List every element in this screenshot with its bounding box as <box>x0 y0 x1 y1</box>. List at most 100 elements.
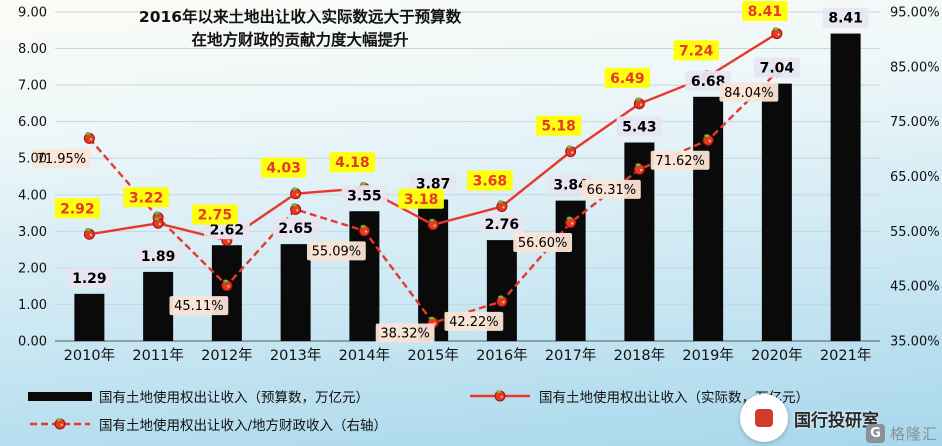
svg-text:55.09%: 55.09% <box>312 245 362 260</box>
watermark-badge: 国行投研室 <box>740 394 879 442</box>
data-label: 1.29 <box>66 267 113 288</box>
data-point-marker <box>771 27 783 40</box>
svg-text:6.49: 6.49 <box>610 71 645 87</box>
data-point-marker <box>221 279 233 292</box>
data-label: 71.95% <box>31 148 91 168</box>
watermark-logo-circle <box>740 394 788 442</box>
data-point-marker <box>290 203 302 215</box>
chart-title-line1: 2016年以来土地出让收入实际数远大于预算数 <box>138 8 462 26</box>
chart-title: 2016年以来土地出让收入实际数远大于预算数 在地方财政的贡献力度大幅提升 <box>80 6 520 53</box>
data-point-marker <box>83 228 95 240</box>
svg-text:1.89: 1.89 <box>141 249 176 265</box>
x-axis-label: 2010年 <box>64 347 115 364</box>
data-label: 3.22 <box>123 187 169 208</box>
legend-label-budget: 国有土地使用权出让收入（预算数，万亿元） <box>99 390 369 406</box>
right-axis-tick: 35.00% <box>890 335 940 350</box>
svg-text:6.68: 6.68 <box>691 74 726 90</box>
data-label: 4.03 <box>260 157 307 178</box>
x-axis-label: 2021年 <box>820 347 871 364</box>
svg-text:2.92: 2.92 <box>60 201 95 217</box>
right-axis-tick: 65.00% <box>890 170 940 185</box>
bar-2010年 <box>74 293 105 341</box>
svg-text:4.03: 4.03 <box>266 161 301 177</box>
data-label: 3.87 <box>410 173 456 194</box>
svg-text:8.41: 8.41 <box>828 11 863 27</box>
data-label: 5.43 <box>616 116 663 137</box>
x-axis-label: 2020年 <box>751 347 802 364</box>
left-axis-tick: 3.00 <box>18 225 47 240</box>
data-point-marker <box>702 134 714 146</box>
svg-text:3.84: 3.84 <box>553 178 588 194</box>
x-axis-label: 2018年 <box>614 347 665 364</box>
svg-text:84.04%: 84.04% <box>724 86 774 101</box>
data-point-marker <box>496 295 508 307</box>
legend-item-actual: 国有土地使用权出让收入（实际数，万亿元） <box>468 386 809 406</box>
svg-text:5.43: 5.43 <box>622 120 657 136</box>
right-axis-tick: 95.00% <box>890 6 940 21</box>
watermark-seal-icon <box>755 409 773 427</box>
x-axis-label: 2014年 <box>339 347 390 364</box>
data-point-marker <box>565 216 577 229</box>
legend-marker-icon <box>494 390 506 402</box>
svg-text:7.24: 7.24 <box>679 43 714 59</box>
left-axis-tick: 9.00 <box>18 6 47 21</box>
x-axis-label: 2019年 <box>682 347 733 364</box>
data-label: 5.18 <box>535 115 582 136</box>
svg-text:71.62%: 71.62% <box>655 154 705 169</box>
svg-text:38.32%: 38.32% <box>380 327 430 342</box>
bar-2021年 <box>830 33 861 341</box>
right-axis-tick: 55.00% <box>890 225 940 240</box>
data-point-marker <box>633 97 645 110</box>
data-point-marker <box>152 217 164 229</box>
data-point-marker <box>496 200 508 212</box>
data-point-marker <box>427 218 439 231</box>
data-label: 42.22% <box>444 311 504 331</box>
data-label: 7.04 <box>754 57 800 78</box>
chart-title-line2: 在地方财政的贡献力度大幅提升 <box>191 31 409 50</box>
data-point-marker <box>633 163 645 175</box>
right-axis-tick: 75.00% <box>890 115 940 130</box>
legend-line-swatch <box>470 390 530 402</box>
left-axis-tick: 4.00 <box>18 188 47 203</box>
legend-item-ratio: 国有土地使用权出让收入/地方财政收入（右轴） <box>28 414 387 434</box>
data-label: 2.75 <box>192 204 238 225</box>
bar-2013年 <box>280 244 311 341</box>
svg-text:4.18: 4.18 <box>335 155 370 171</box>
svg-text:2.75: 2.75 <box>198 208 233 224</box>
gelonghui-g-icon: G <box>865 424 885 443</box>
bar-2019年 <box>693 96 724 341</box>
svg-text:3.87: 3.87 <box>416 177 451 193</box>
left-axis-tick: 2.00 <box>18 261 47 276</box>
x-axis-label: 2017年 <box>545 347 596 364</box>
x-axis-label: 2013年 <box>270 347 321 364</box>
svg-text:2.65: 2.65 <box>278 221 313 237</box>
svg-text:3.22: 3.22 <box>129 190 164 206</box>
data-point-marker <box>290 187 302 200</box>
legend-bar-swatch <box>28 391 92 401</box>
legend-label-actual: 国有土地使用权出让收入（实际数，万亿元） <box>539 390 809 406</box>
data-label: 71.62% <box>650 150 710 170</box>
legend-marker-icon <box>54 418 66 430</box>
svg-text:3.55: 3.55 <box>347 188 382 204</box>
data-label: 84.04% <box>719 82 779 102</box>
data-label: 1.89 <box>135 245 181 266</box>
bar-2011年 <box>143 271 174 341</box>
x-axis-label: 2016年 <box>476 347 527 364</box>
legend-item-budget: 国有土地使用权出让收入（预算数，万亿元） <box>28 386 369 406</box>
bar-2020年 <box>761 83 792 341</box>
svg-text:45.11%: 45.11% <box>174 299 224 314</box>
x-axis-label: 2012年 <box>201 347 252 364</box>
data-label: 45.11% <box>169 296 229 316</box>
data-label: 66.31% <box>581 179 641 199</box>
data-point-marker <box>565 145 577 158</box>
watermark-text: 国行投研室 <box>794 410 879 431</box>
data-label: 7.24 <box>673 40 719 61</box>
x-axis-label: 2011年 <box>132 347 183 364</box>
gelonghui-text: 格隆汇 <box>889 425 938 443</box>
left-axis-tick: 0.00 <box>18 335 47 350</box>
data-label: 2.65 <box>272 218 319 239</box>
svg-text:3.68: 3.68 <box>473 174 508 190</box>
data-label: 6.49 <box>604 67 651 88</box>
